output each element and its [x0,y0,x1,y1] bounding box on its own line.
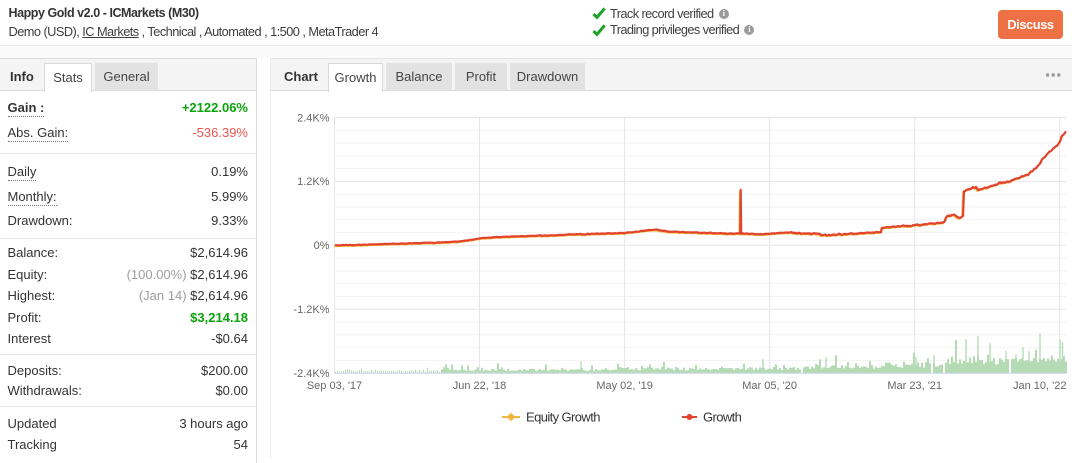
svg-text:-2.4K%: -2.4K% [293,368,329,380]
svg-text:Growth: Growth [703,410,742,425]
svg-text:1.2K%: 1.2K% [297,176,330,188]
svg-text:Equity Growth: Equity Growth [526,410,600,425]
svg-text:2.4K%: 2.4K% [297,112,330,124]
svg-text:Jan 10, '22: Jan 10, '22 [1013,380,1066,392]
svg-text:Mar 05, '20: Mar 05, '20 [742,380,797,392]
svg-text:Jun 22, '18: Jun 22, '18 [453,380,506,392]
svg-text:Mar 23, '21: Mar 23, '21 [887,380,942,392]
svg-text:0%: 0% [314,240,330,252]
svg-text:May 02, '19: May 02, '19 [596,380,653,392]
svg-text:Sep 03, '17: Sep 03, '17 [307,380,362,392]
svg-text:-1.2K%: -1.2K% [293,304,329,316]
